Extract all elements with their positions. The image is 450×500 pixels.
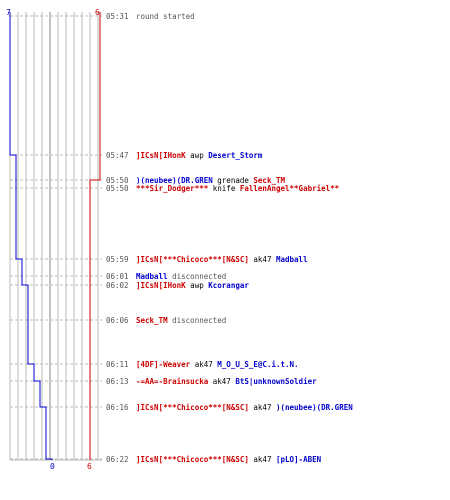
player-name: )(neubee)(DR.GREN	[136, 176, 213, 185]
event-time: 05:50	[106, 176, 129, 185]
player-name: FallenAngel**Gabriel**	[240, 184, 340, 193]
event-row: 06:11 [4DF]-Weaver ak47 M_O_U_S_E@C.i.t.N…	[106, 360, 299, 369]
team-a-start-count: 7	[6, 8, 11, 17]
player-name: [4DF]-Weaver	[136, 360, 191, 369]
event-time: 06:01	[106, 272, 129, 281]
event-row: 05:47 ]ICsN[IHonK awp Desert_Storm	[106, 151, 263, 160]
player-name: BtS|unknownSoldier	[235, 377, 317, 387]
event-weapon: awp	[186, 281, 209, 290]
player-name: )(neubee)(DR.GREN	[276, 403, 353, 412]
event-time: 06:06	[106, 316, 129, 325]
event-weapon: ak47	[249, 455, 276, 464]
event-time: 05:31	[106, 12, 129, 21]
player-name: ]ICsN[IHonK	[136, 151, 186, 160]
event-row: 05:31 round started	[106, 12, 195, 21]
team-b-end-count: 6	[87, 462, 92, 471]
event-weapon: ak47	[190, 360, 217, 369]
event-message: Madball disconnected	[136, 272, 226, 281]
player-name: Seck_TM	[136, 316, 168, 325]
event-message: ]ICsN[IHonK awp Desert_Storm	[136, 151, 263, 160]
event-message: ]ICsN[***Chicoco***[N&SC] ak47 )(neubee)…	[136, 403, 353, 412]
player-name: ]ICsN[IHonK	[136, 281, 186, 290]
player-name: [pLO]-ABEN	[276, 455, 322, 464]
team-b-start-count: 6	[95, 8, 100, 17]
event-message: ]ICsN[***Chicoco***[N&SC] ak47 [pLO]-ABE…	[136, 455, 322, 464]
event-status: disconnected	[168, 316, 227, 325]
event-message: ]ICsN[***Chicoco***[N&SC] ak47 Madball	[136, 255, 308, 264]
player-name: Desert_Storm	[208, 151, 263, 160]
event-weapon: ak47	[208, 377, 235, 386]
event-time: 06:11	[106, 360, 129, 369]
event-weapon: knife	[208, 184, 240, 193]
player-name: Seck_TM	[253, 176, 285, 185]
player-name: ]ICsN[***Chicoco***[N&SC]	[136, 455, 249, 464]
player-name: M_O_U_S_E@C.i.t.N.	[217, 360, 298, 369]
event-message: ]ICsN[IHonK awp Kcorangar	[136, 281, 249, 290]
event-message: ***Sir_Dodger*** knife FallenAngel**Gabr…	[136, 184, 340, 193]
event-message: Seck_TM disconnected	[136, 316, 226, 325]
event-time: 05:59	[106, 255, 129, 264]
team-b-alive-line	[89, 12, 101, 460]
player-name: ]ICsN[***Chicoco***[N&SC]	[136, 255, 249, 264]
team-a-end-count: 0	[50, 462, 55, 471]
event-message: )(neubee)(DR.GREN grenade Seck_TM	[136, 176, 285, 185]
player-name: Madball	[136, 272, 168, 281]
player-name: ]ICsN[***Chicoco***[N&SC]	[136, 403, 249, 412]
event-weapon: grenade	[213, 176, 254, 185]
event-weapon: ak47	[249, 255, 276, 264]
event-time: 06:22	[106, 455, 129, 464]
team-a-alive-line	[9, 12, 53, 460]
player-name: ***Sir_Dodger***	[136, 184, 209, 193]
event-connector-lines	[10, 15, 102, 460]
player-name: -=AA=-Brainsucka	[136, 377, 209, 386]
event-row: 06:02 ]ICsN[IHonK awp Kcorangar	[106, 281, 249, 290]
event-row: 05:59 ]ICsN[***Chicoco***[N&SC] ak47 Madb…	[106, 255, 308, 264]
event-status: disconnected	[168, 272, 227, 281]
event-status: round started	[136, 12, 195, 21]
event-time: 05:47	[106, 151, 129, 160]
player-name: Kcorangar	[208, 281, 249, 290]
player-name: Madball	[276, 255, 308, 264]
event-message: round started	[136, 12, 195, 21]
event-row: 06:22 ]ICsN[***Chicoco***[N&SC] ak47 [pLO…	[106, 455, 322, 464]
event-weapon: ak47	[249, 403, 276, 412]
event-time: 06:02	[106, 281, 129, 290]
event-log: 05:31 round started 05:47 ]ICsN[IHonK awp D…	[106, 12, 353, 464]
event-time: 05:50	[106, 184, 129, 193]
event-row: 06:13 -=AA=-Brainsucka ak47 BtS|unknownSo…	[106, 377, 317, 387]
event-row: 05:50 )(neubee)(DR.GREN grenade Seck_TM	[106, 176, 285, 185]
player-count-grid	[9, 12, 102, 461]
event-message: [4DF]-Weaver ak47 M_O_U_S_E@C.i.t.N.	[136, 360, 299, 369]
event-weapon: awp	[186, 151, 209, 160]
event-message: -=AA=-Brainsucka ak47 BtS|unknownSoldier	[136, 377, 317, 387]
event-row: 06:16 ]ICsN[***Chicoco***[N&SC] ak47 )(ne…	[106, 403, 353, 412]
event-row: 06:06 Seck_TM disconnected	[106, 316, 226, 325]
event-time: 06:13	[106, 377, 129, 386]
event-row: 06:01 Madball disconnected	[106, 272, 226, 281]
event-row: 05:50 ***Sir_Dodger*** knife FallenAngel*…	[106, 184, 340, 193]
event-time: 06:16	[106, 403, 129, 412]
